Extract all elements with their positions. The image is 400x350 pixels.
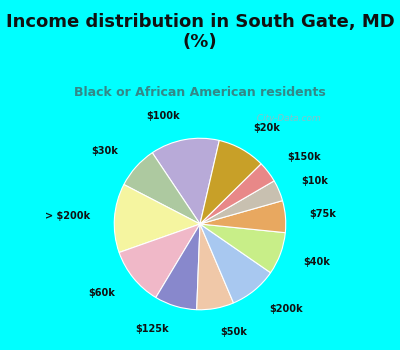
Text: $20k: $20k [254,123,280,133]
Text: $10k: $10k [301,176,328,186]
Wedge shape [114,184,200,252]
Wedge shape [197,224,234,310]
Wedge shape [200,224,285,273]
Text: Black or African American residents: Black or African American residents [74,86,326,99]
Wedge shape [119,224,200,298]
Wedge shape [124,153,200,224]
Text: City-Data.com: City-Data.com [251,114,321,123]
Text: $75k: $75k [309,209,336,219]
Text: $30k: $30k [91,146,118,156]
Wedge shape [200,140,261,224]
Text: > $200k: > $200k [45,211,90,221]
Wedge shape [200,181,282,224]
Wedge shape [200,164,274,224]
Text: Income distribution in South Gate, MD
(%): Income distribution in South Gate, MD (%… [6,13,394,51]
Wedge shape [200,224,270,303]
Wedge shape [200,201,286,233]
Text: $100k: $100k [146,111,180,121]
Wedge shape [156,224,200,310]
Text: $150k: $150k [287,152,321,162]
Text: $125k: $125k [135,324,169,334]
Text: $40k: $40k [303,257,330,267]
Text: $50k: $50k [220,327,247,337]
Wedge shape [152,138,219,224]
Text: $200k: $200k [269,304,303,314]
Text: $60k: $60k [88,288,115,298]
